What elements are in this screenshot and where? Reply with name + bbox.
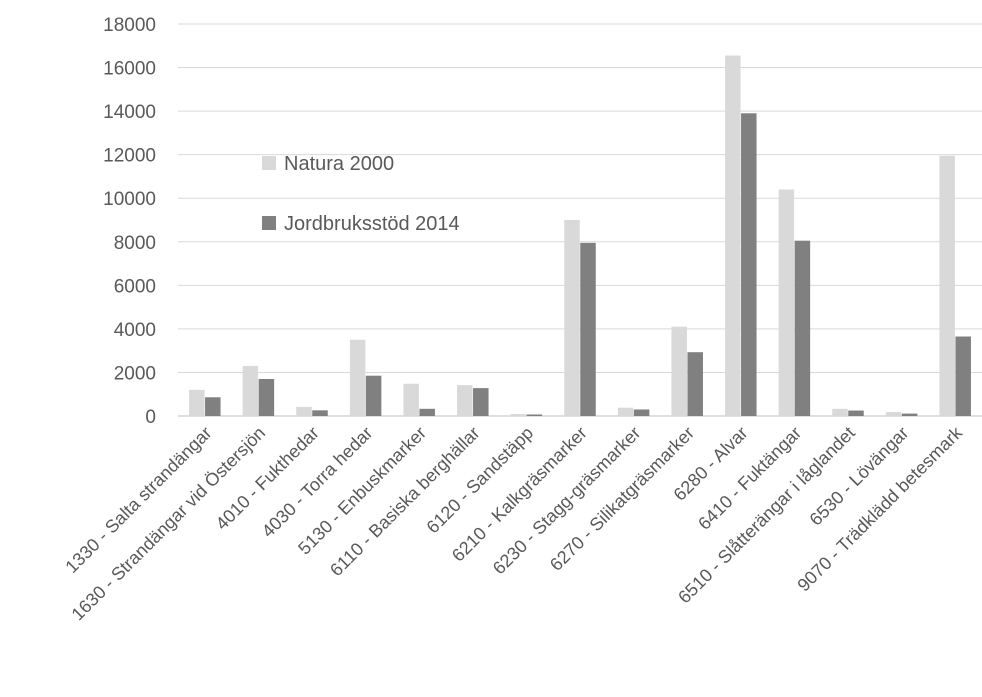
bar-jordbruksstod-2014-1630-strandangar-vid-ostersjon (258, 378, 275, 416)
bar-jordbruksstod-2014-6280-alvar (741, 113, 757, 417)
bars (189, 55, 971, 417)
y-tick-label: 2000 (114, 363, 156, 384)
x-category-label: 1630 - Strandängar vid Östersjön (68, 423, 270, 625)
bar-jordbruksstod-2014-6510-slatterangar-i-laglandet (848, 410, 864, 416)
bar-jordbruksstod-2014-6120-sandstapp (526, 414, 543, 416)
bar-jordbruksstod-2014-6270-silikatgrasmarker (687, 352, 703, 416)
bar-jordbruksstod-2014-6530-lovangar (901, 413, 918, 416)
bar-natura-2000-6210-kalkgrasmarker (564, 220, 580, 416)
bar-natura-2000-4010-fukthedar (296, 406, 312, 416)
legend-label-natura-2000: Natura 2000 (284, 153, 394, 175)
legend: Natura 2000 Jordbruksstöd 2014 (262, 153, 460, 235)
bar-jordbruksstod-2014-9070-tradkladd-betesmark (955, 336, 971, 416)
bar-natura-2000-6410-fuktangar (778, 189, 795, 416)
y-tick-label: 18000 (103, 15, 156, 36)
legend-label-jordbruksstod-2014: Jordbruksstöd 2014 (284, 213, 460, 235)
bar-natura-2000-6530-lovangar (885, 412, 902, 416)
y-axis-ticks: 0 2000 4000 6000 8000 10000 12000 14000 16000 180… (103, 15, 156, 428)
bar-natura-2000-9070-tradkladd-betesmark (939, 155, 955, 416)
y-tick-label: 0 (145, 407, 156, 428)
bar-jordbruksstod-2014-4030-torra-hedar (365, 375, 382, 416)
y-tick-label: 14000 (103, 102, 156, 123)
bar-jordbruksstod-2014-4010-fukthedar (312, 410, 328, 416)
x-category-label: 6530 - Lövängar (806, 423, 913, 530)
bar-jordbruksstod-2014-1330-salta-strandangar (205, 397, 221, 416)
y-tick-label: 4000 (114, 320, 156, 341)
y-tick-label: 8000 (114, 233, 156, 254)
legend-swatch-natura-2000 (262, 156, 276, 170)
y-tick-label: 10000 (103, 189, 156, 210)
y-tick-label: 12000 (103, 146, 156, 167)
gridlines (178, 23, 982, 417)
y-tick-label: 16000 (103, 59, 156, 80)
bar-jordbruksstod-2014-6410-fuktangar (794, 240, 811, 416)
bar-jordbruksstod-2014-5130-enbuskmarker (419, 408, 435, 416)
bar-jordbruksstod-2014-6210-kalkgrasmarker (580, 242, 596, 416)
bar-natura-2000-6230-stagg-grasmarker (617, 407, 634, 416)
bar-natura-2000-1630-strandangar-vid-ostersjon (242, 365, 259, 416)
bar-natura-2000-4030-torra-hedar (349, 339, 366, 416)
bar-natura-2000-6280-alvar (725, 55, 741, 416)
bar-natura-2000-6510-slatterangar-i-laglandet (832, 408, 848, 416)
y-tick-label: 6000 (114, 276, 156, 297)
bar-natura-2000-1330-salta-strandangar (189, 389, 205, 416)
bar-natura-2000-6120-sandstapp (510, 414, 527, 416)
bar-natura-2000-5130-enbuskmarker (403, 383, 419, 416)
bar-natura-2000-6110-basiska-berghallar (457, 385, 473, 416)
legend-swatch-jordbruksstod-2014 (262, 216, 276, 230)
bar-natura-2000-6270-silikatgrasmarker (671, 326, 687, 416)
bar-jordbruksstod-2014-6230-stagg-grasmarker (633, 409, 650, 416)
bar-jordbruksstod-2014-6110-basiska-berghallar (473, 388, 489, 416)
